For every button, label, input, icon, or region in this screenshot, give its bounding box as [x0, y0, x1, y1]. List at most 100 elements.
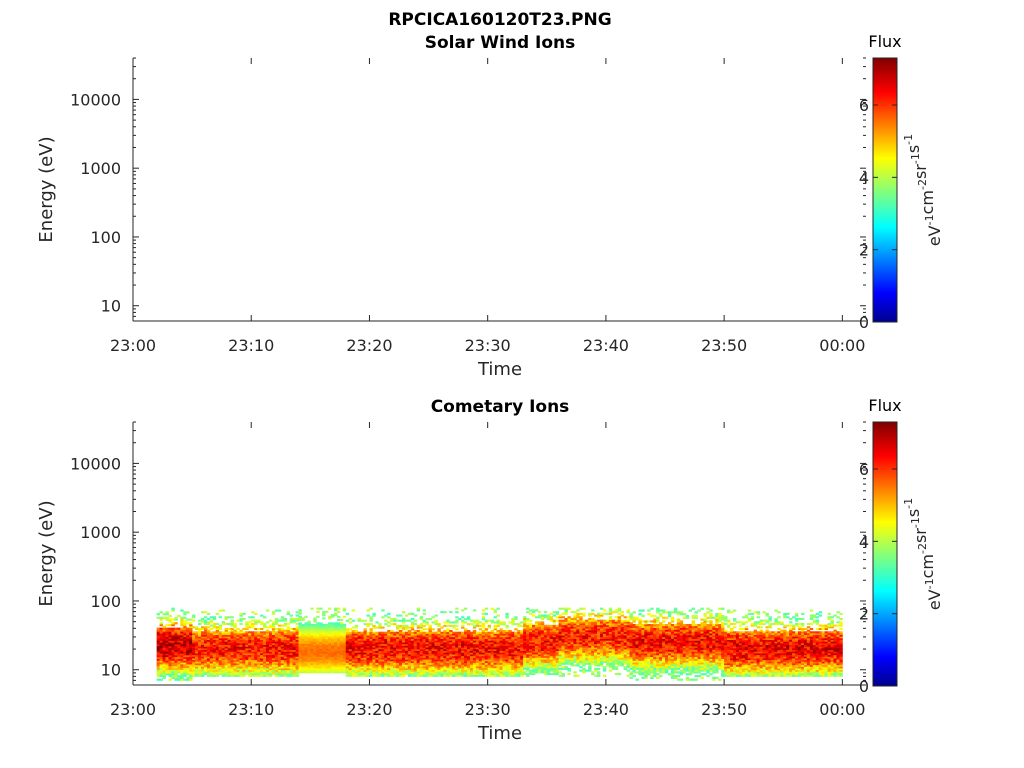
- spectrogram-cell: [245, 646, 249, 649]
- spectrogram-cell: [260, 637, 264, 641]
- spectrogram-cell: [401, 671, 406, 674]
- spectrogram-cell: [472, 629, 477, 633]
- spectrogram-cell: [458, 664, 462, 667]
- spectrogram-cell: [357, 631, 361, 634]
- spectrogram-cell: [387, 648, 391, 652]
- spectrogram-cell: [594, 660, 598, 664]
- spectrogram-cell: [597, 628, 601, 631]
- spectrogram-cell: [316, 622, 320, 625]
- spectrogram-cell: [472, 655, 477, 658]
- spectrogram-cell: [257, 649, 261, 652]
- spectrogram-cell: [393, 659, 397, 662]
- spectrogram-cell: [599, 629, 604, 633]
- spectrogram-cell: [481, 664, 486, 667]
- spectrogram-cell: [313, 667, 317, 671]
- spectrogram-cell: [236, 641, 240, 644]
- spectrogram-cell: [437, 654, 441, 657]
- spectrogram-cell: [591, 612, 595, 615]
- spectrogram-cell: [266, 648, 270, 651]
- spectrogram-cell: [599, 643, 604, 646]
- spectrogram-cell: [274, 631, 279, 634]
- spectrogram-cell: [549, 659, 554, 662]
- spectrogram-cell: [540, 628, 545, 631]
- spectrogram-cell: [496, 614, 500, 617]
- spectrogram-cell: [440, 643, 444, 646]
- spectrogram-cell: [588, 638, 592, 641]
- spectrogram-cell: [251, 649, 255, 652]
- spectrogram-cell: [224, 632, 228, 636]
- spectrogram-cell: [549, 628, 554, 631]
- spectrogram-cell: [251, 673, 255, 676]
- spectrogram-cell: [416, 662, 421, 665]
- spectrogram-cell: [401, 642, 406, 645]
- spectrogram-cell: [192, 664, 196, 667]
- spectrogram-cell: [218, 646, 223, 649]
- spectrogram-cell: [582, 659, 586, 662]
- spectrogram-cell: [195, 664, 199, 667]
- spectrogram-cell: [322, 656, 326, 659]
- spectrogram-cell: [233, 637, 237, 641]
- spectrogram-cell: [360, 642, 364, 645]
- spectrogram-cell: [466, 662, 471, 665]
- spectrogram-cell: [215, 663, 220, 666]
- spectrogram-cell: [224, 622, 228, 625]
- spectrogram-cell: [180, 616, 184, 619]
- spectrogram-cell: [351, 650, 356, 653]
- spectrogram-cell: [384, 650, 388, 653]
- spectrogram-cell: [555, 654, 560, 657]
- spectrogram-cell: [546, 631, 551, 634]
- spectrogram-cell: [446, 631, 450, 634]
- spectrogram-cell: [381, 671, 385, 674]
- spectrogram-cell: [260, 627, 264, 631]
- spectrogram-cell: [594, 648, 598, 652]
- spectrogram-cell: [546, 666, 551, 669]
- spectrogram-cell: [209, 619, 214, 622]
- spectrogram-cell: [342, 651, 347, 654]
- spectrogram-cell: [452, 624, 456, 627]
- spectrogram-cell: [602, 623, 607, 626]
- spectrogram-cell: [336, 630, 341, 633]
- spectrogram-cell: [203, 648, 208, 651]
- spectrogram-cell: [407, 650, 412, 653]
- spectrogram-cell: [174, 658, 178, 661]
- spectrogram-cell: [277, 646, 282, 649]
- spectrogram-cell: [369, 631, 373, 634]
- spectrogram-cell: [440, 667, 444, 670]
- spectrogram-cell: [180, 653, 184, 656]
- spectrogram-cell: [431, 666, 435, 669]
- spectrogram-cell: [331, 643, 335, 646]
- spectrogram-cell: [458, 666, 462, 669]
- spectrogram-cell: [316, 658, 320, 661]
- spectrogram-cell: [401, 674, 406, 677]
- spectrogram-cell: [271, 612, 276, 615]
- spectrogram-cell: [351, 648, 356, 652]
- spectrogram-cell: [206, 654, 211, 657]
- spectrogram-cell: [475, 671, 480, 674]
- spectrogram-cell: [260, 664, 264, 667]
- spectrogram-cell: [325, 635, 329, 638]
- spectrogram-cell: [183, 636, 187, 639]
- spectrogram-cell: [165, 660, 169, 663]
- spectrogram-cell: [576, 616, 580, 619]
- spectrogram-cell: [493, 626, 497, 629]
- spectrogram-cell: [283, 656, 288, 659]
- spectrogram-cell: [159, 644, 163, 647]
- spectrogram-cell: [280, 663, 285, 666]
- spectrogram-cell: [446, 636, 450, 639]
- spectrogram-cell: [543, 633, 548, 636]
- spectrogram-cell: [313, 635, 317, 638]
- spectrogram-cell: [567, 623, 571, 626]
- spectrogram-cell: [233, 661, 237, 664]
- spectrogram-cell: [271, 629, 276, 632]
- spectrogram-cell: [168, 638, 172, 641]
- spectrogram-cell: [469, 640, 474, 643]
- spectrogram-cell: [558, 647, 562, 650]
- spectrogram-cell: [496, 645, 500, 648]
- spectrogram-cell: [387, 662, 391, 665]
- spectrogram-cell: [496, 623, 500, 626]
- spectrogram-cell: [369, 647, 373, 650]
- spectrogram-cell: [552, 624, 557, 627]
- spectrogram-cell: [342, 607, 347, 610]
- spectrogram-cell: [455, 616, 459, 619]
- spectrogram-cell: [428, 671, 432, 674]
